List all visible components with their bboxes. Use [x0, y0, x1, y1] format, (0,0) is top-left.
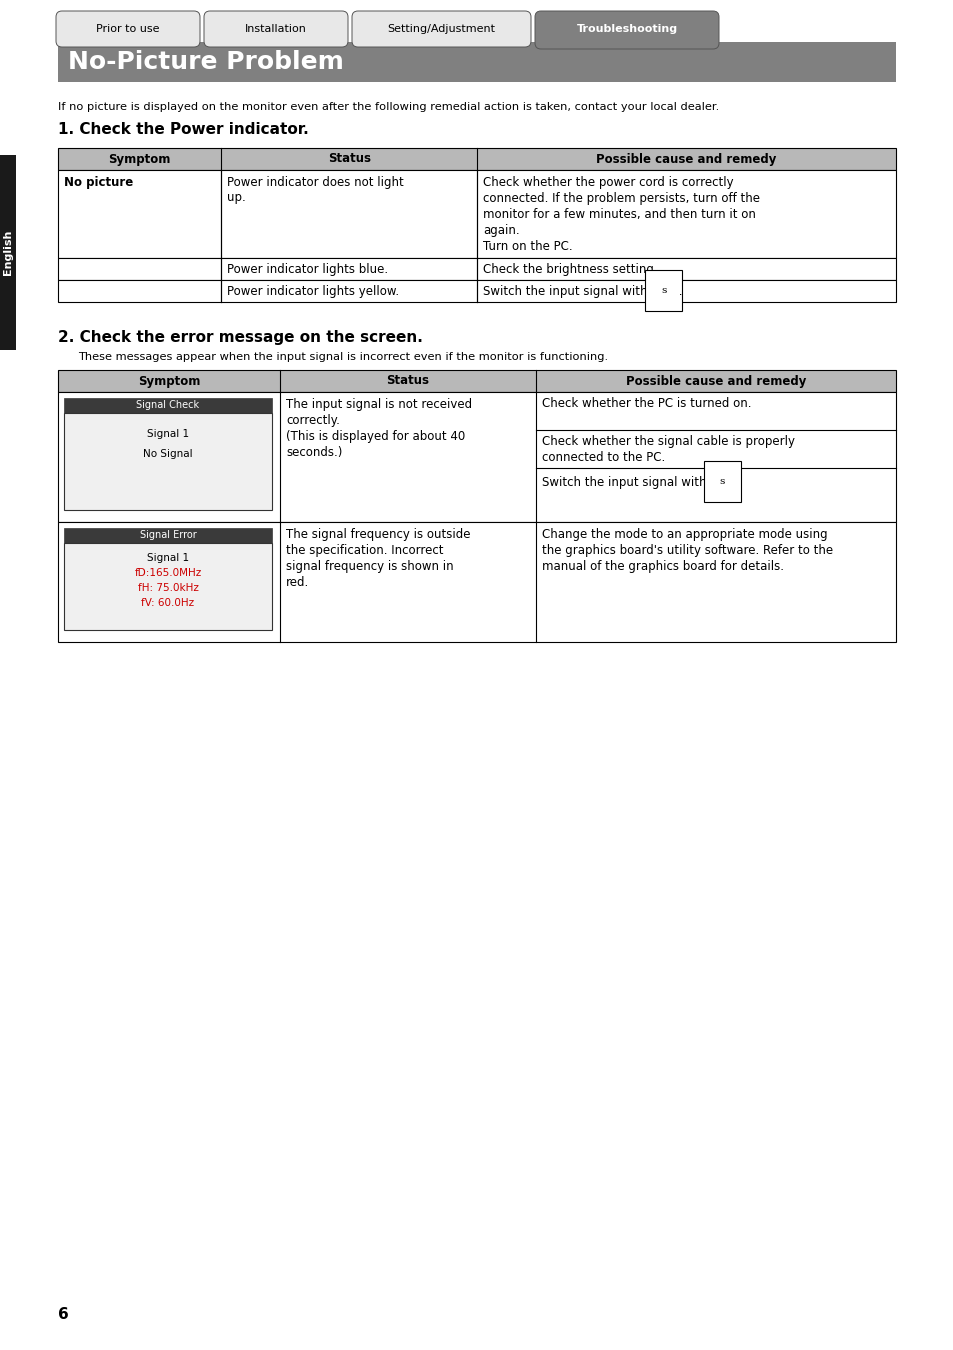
Text: Setting/Adjustment: Setting/Adjustment: [387, 24, 495, 34]
Bar: [58, 522, 895, 643]
Text: Possible cause and remedy: Possible cause and remedy: [596, 153, 776, 166]
Bar: [64, 413, 272, 510]
Bar: [58, 392, 895, 522]
Text: Power indicator lights yellow.: Power indicator lights yellow.: [227, 285, 399, 298]
Text: No-Picture Problem: No-Picture Problem: [68, 50, 343, 74]
Text: No picture: No picture: [64, 176, 133, 189]
Text: These messages appear when the input signal is incorrect even if the monitor is : These messages appear when the input sig…: [78, 352, 607, 362]
FancyBboxPatch shape: [352, 11, 531, 47]
Text: Signal 1: Signal 1: [147, 429, 189, 439]
FancyBboxPatch shape: [56, 11, 200, 47]
Text: Change the mode to an appropriate mode using
the graphics board's utility softwa: Change the mode to an appropriate mode u…: [541, 528, 832, 572]
Text: Signal Error: Signal Error: [139, 531, 196, 540]
Text: Check whether the signal cable is properly
connected to the PC.: Check whether the signal cable is proper…: [541, 435, 794, 464]
Text: Status: Status: [328, 153, 371, 166]
Text: Switch the input signal with: Switch the input signal with: [482, 285, 651, 298]
Text: Troubleshooting: Troubleshooting: [576, 24, 677, 34]
Bar: [58, 148, 895, 170]
Bar: [64, 398, 272, 413]
Text: Signal 1: Signal 1: [147, 554, 189, 563]
Text: fH: 75.0kHz: fH: 75.0kHz: [137, 583, 198, 593]
Bar: [58, 279, 895, 302]
Text: 6: 6: [58, 1307, 69, 1322]
Text: fV: 60.0Hz: fV: 60.0Hz: [141, 598, 194, 608]
Text: The signal frequency is outside
the specification. Incorrect
signal frequency is: The signal frequency is outside the spec…: [286, 528, 470, 589]
Bar: [0, 155, 16, 350]
Text: .: .: [733, 477, 740, 489]
Text: Possible cause and remedy: Possible cause and remedy: [625, 374, 805, 387]
Text: 2. Check the error message on the screen.: 2. Check the error message on the screen…: [58, 329, 422, 346]
Text: The input signal is not received
correctly.
(This is displayed for about 40
seco: The input signal is not received correct…: [286, 398, 472, 459]
Text: English: English: [3, 230, 13, 275]
Text: s: s: [719, 477, 724, 486]
Bar: [64, 528, 272, 543]
Text: Signal Check: Signal Check: [136, 401, 199, 410]
Text: Power indicator lights blue.: Power indicator lights blue.: [227, 263, 388, 275]
Text: .: .: [675, 285, 681, 298]
Text: 1. Check the Power indicator.: 1. Check the Power indicator.: [58, 122, 309, 136]
Bar: [58, 258, 895, 279]
Bar: [58, 370, 895, 392]
Text: s: s: [660, 286, 666, 296]
Bar: [58, 170, 895, 258]
Text: Check the brightness setting.: Check the brightness setting.: [482, 263, 657, 275]
Text: Switch the input signal with: Switch the input signal with: [541, 477, 709, 489]
FancyBboxPatch shape: [204, 11, 348, 47]
Text: No Signal: No Signal: [143, 450, 193, 459]
Text: Prior to use: Prior to use: [96, 24, 159, 34]
Text: Installation: Installation: [245, 24, 307, 34]
Text: Check whether the PC is turned on.: Check whether the PC is turned on.: [541, 397, 750, 410]
Bar: [58, 42, 895, 82]
Text: Symptom: Symptom: [137, 374, 200, 387]
Text: fD:165.0MHz: fD:165.0MHz: [134, 568, 201, 578]
FancyBboxPatch shape: [535, 11, 719, 49]
Text: Status: Status: [386, 374, 429, 387]
Text: If no picture is displayed on the monitor even after the following remedial acti: If no picture is displayed on the monito…: [58, 103, 719, 112]
Text: Symptom: Symptom: [109, 153, 171, 166]
Text: Check whether the power cord is correctly
connected. If the problem persists, tu: Check whether the power cord is correctl…: [482, 176, 760, 252]
Text: Power indicator does not light
up.: Power indicator does not light up.: [227, 176, 404, 204]
Bar: [64, 543, 272, 630]
